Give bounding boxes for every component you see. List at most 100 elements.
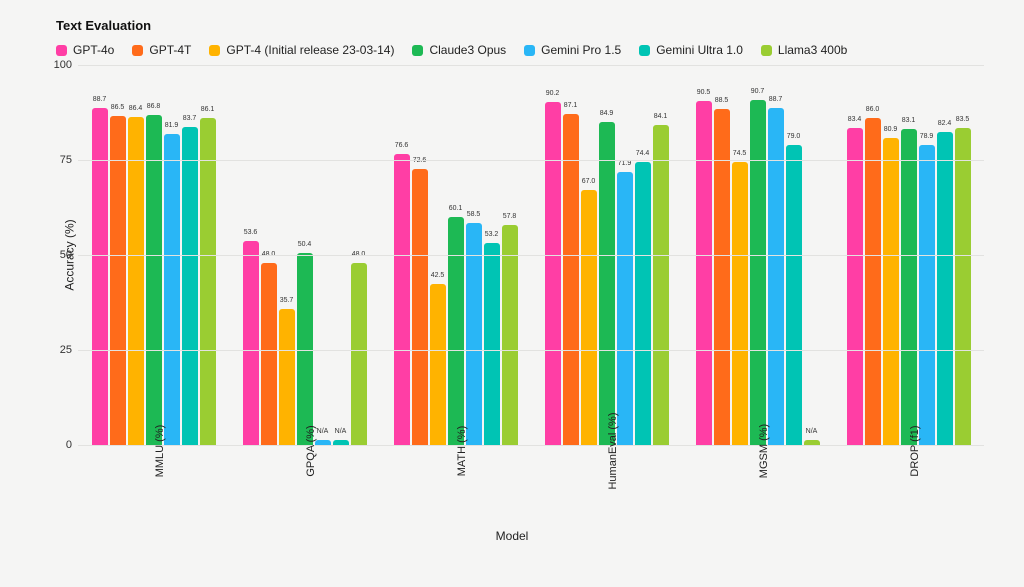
bar: 90.7 [750, 100, 766, 445]
bar: 71.9 [617, 172, 633, 445]
bar-value-label: 88.5 [715, 97, 729, 104]
bar: 84.9 [599, 122, 615, 445]
bar: 90.5 [696, 101, 712, 445]
legend-swatch [639, 45, 650, 56]
bar: 72.6 [412, 169, 428, 445]
legend-item: Llama3 400b [761, 43, 847, 57]
bar-value-label: 90.2 [546, 90, 560, 97]
bar-value-label: 74.5 [733, 150, 747, 157]
y-tick-label: 50 [48, 249, 72, 261]
bar-value-label: 90.7 [751, 88, 765, 95]
bar-value-label: 78.9 [920, 133, 934, 140]
bar-value-label: 50.4 [298, 241, 312, 248]
x-tick-label: GPQA (%) [229, 445, 380, 535]
y-tick-label: 100 [48, 59, 72, 71]
legend-swatch [56, 45, 67, 56]
bar-value-label: 88.7 [93, 96, 107, 103]
bar-value-label: 84.9 [600, 110, 614, 117]
x-tick-label: HumanEval (%) [531, 445, 682, 535]
gridline [78, 255, 984, 256]
bar: 67.0 [581, 190, 597, 445]
bar: 78.9 [919, 145, 935, 445]
bar-value-label: 86.8 [147, 103, 161, 110]
legend-label: GPT-4 (Initial release 23-03-14) [226, 43, 394, 57]
legend-label: GPT-4o [73, 43, 114, 57]
bar-value-label: N/A [317, 428, 329, 435]
legend-item: Claude3 Opus [412, 43, 506, 57]
legend-swatch [761, 45, 772, 56]
bar-value-label: 82.4 [938, 120, 952, 127]
bar: 80.9 [883, 138, 899, 445]
bar: 86.1 [200, 118, 216, 445]
bar-value-label: 53.2 [485, 231, 499, 238]
bar: 53.6 [243, 241, 259, 445]
bar-value-label: 58.5 [467, 211, 481, 218]
bar: 57.8 [502, 225, 518, 445]
bar: 53.2 [484, 243, 500, 445]
x-axis-labels: MMLU (%)GPQA (%)MATH (%)HumanEval (%)MGS… [78, 445, 984, 535]
bar-value-label: 35.7 [280, 297, 294, 304]
bar-value-label: 87.1 [564, 102, 578, 109]
legend-item: GPT-4o [56, 43, 114, 57]
gridline [78, 65, 984, 66]
bar: 86.0 [865, 118, 881, 445]
legend-label: Gemini Ultra 1.0 [656, 43, 743, 57]
legend-item: GPT-4 (Initial release 23-03-14) [209, 43, 394, 57]
bar: 83.7 [182, 127, 198, 445]
bar-value-label: 84.1 [654, 113, 668, 120]
y-tick-label: 0 [48, 439, 72, 451]
bar: 86.4 [128, 117, 144, 445]
x-tick-label: MMLU (%) [78, 445, 229, 535]
bar: 42.5 [430, 284, 446, 446]
chart-title: Text Evaluation [56, 18, 994, 33]
bar: 87.1 [563, 114, 579, 445]
bar: 74.5 [732, 162, 748, 445]
bar-value-label: 74.4 [636, 150, 650, 157]
bar: 79.0 [786, 145, 802, 445]
x-tick-label: MATH (%) [380, 445, 531, 535]
bar: 83.1 [901, 129, 917, 445]
bar: 74.4 [635, 162, 651, 445]
bar: 86.8 [146, 115, 162, 445]
legend: GPT-4oGPT-4TGPT-4 (Initial release 23-03… [56, 43, 994, 57]
bar: 58.5 [466, 223, 482, 445]
legend-label: Llama3 400b [778, 43, 847, 57]
bar-value-label: 83.4 [848, 116, 862, 123]
bar-value-label: 88.7 [769, 96, 783, 103]
bar: 60.1 [448, 217, 464, 445]
bar: 88.7 [768, 108, 784, 445]
bar-value-label: 80.9 [884, 126, 898, 133]
bar: 82.4 [937, 132, 953, 445]
legend-item: Gemini Pro 1.5 [524, 43, 621, 57]
gridline [78, 160, 984, 161]
bar-value-label: 86.4 [129, 105, 143, 112]
bar: 86.5 [110, 116, 126, 445]
bar-value-label: 86.5 [111, 104, 125, 111]
bar-value-label: 79.0 [787, 133, 801, 140]
legend-item: Gemini Ultra 1.0 [639, 43, 743, 57]
bar-value-label: N/A [335, 428, 347, 435]
bar: 76.6 [394, 154, 410, 445]
bar-value-label: 42.5 [431, 272, 445, 279]
bar: 81.9 [164, 134, 180, 445]
bar-value-label: N/A [806, 428, 818, 435]
y-tick-label: 25 [48, 344, 72, 356]
bar: 48.0 [351, 263, 367, 445]
bar: 48.0 [261, 263, 277, 445]
y-tick-label: 75 [48, 154, 72, 166]
bar-value-label: 57.8 [503, 213, 517, 220]
legend-label: Gemini Pro 1.5 [541, 43, 621, 57]
legend-swatch [412, 45, 423, 56]
bar-value-label: 86.1 [201, 106, 215, 113]
bar-value-label: 86.0 [866, 106, 880, 113]
x-tick-label: MGSM (%) [682, 445, 833, 535]
legend-swatch [132, 45, 143, 56]
bar-value-label: 53.6 [244, 229, 258, 236]
bar-value-label: 83.1 [902, 117, 916, 124]
legend-swatch [524, 45, 535, 56]
legend-swatch [209, 45, 220, 56]
bar-value-label: 81.9 [165, 122, 179, 129]
bar: 84.1 [653, 125, 669, 445]
bar: 83.5 [955, 128, 971, 445]
x-tick-label: DROP (f1) [833, 445, 984, 535]
